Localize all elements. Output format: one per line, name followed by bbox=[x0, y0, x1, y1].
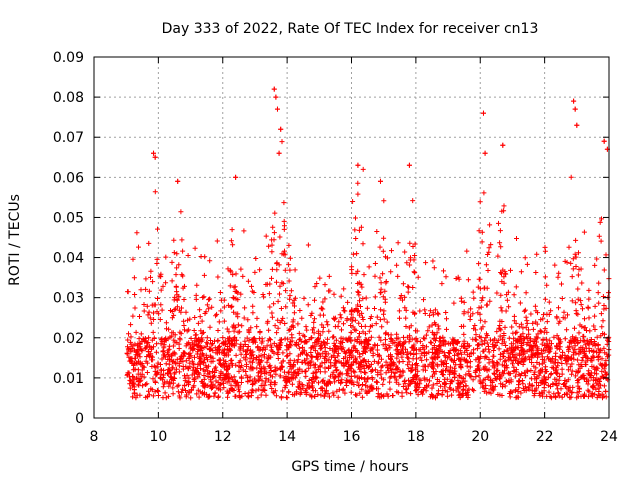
x-tick-label: 10 bbox=[149, 429, 167, 445]
roti-peak-point bbox=[572, 106, 578, 112]
roti-peak-point bbox=[274, 106, 280, 112]
roti-peak-point bbox=[151, 150, 157, 156]
y-tick-label: 0.05 bbox=[53, 210, 84, 226]
roti-peak-point bbox=[273, 94, 279, 100]
y-tick-label: 0.04 bbox=[53, 251, 84, 267]
roti-peak-point bbox=[152, 154, 158, 160]
y-axis-label: ROTI / TECUs bbox=[7, 194, 23, 286]
roti-peak-point bbox=[574, 122, 580, 128]
y-tick-label: 0.02 bbox=[53, 331, 84, 347]
roti-peak-point bbox=[377, 178, 383, 184]
roti-peak-point bbox=[278, 126, 284, 132]
roti-peak-point bbox=[175, 178, 181, 184]
x-tick-label: 8 bbox=[90, 429, 99, 445]
x-tick-label: 20 bbox=[471, 429, 489, 445]
x-tick-label: 22 bbox=[536, 429, 554, 445]
roti-peak-point bbox=[233, 174, 239, 180]
roti-peak-point bbox=[601, 138, 607, 144]
y-tick-label: 0.07 bbox=[53, 130, 84, 146]
x-tick-label: 12 bbox=[214, 429, 232, 445]
roti-peak-point bbox=[482, 150, 488, 156]
y-tick-label: 0.01 bbox=[53, 371, 84, 387]
axis-ticks bbox=[93, 56, 610, 419]
y-tick-label: 0.09 bbox=[53, 50, 84, 66]
y-tick-labels: 0 0.01 0.02 0.03 0.04 0.05 0.06 0.07 0.08 0.09 bbox=[53, 50, 84, 427]
data-points bbox=[124, 86, 612, 401]
x-tick-label: 18 bbox=[407, 429, 425, 445]
y-tick-label: 0 bbox=[75, 411, 84, 427]
roti-peak-point bbox=[276, 150, 282, 156]
roti-peak-point bbox=[480, 110, 486, 116]
y-tick-label: 0.08 bbox=[53, 90, 84, 106]
roti-peak-point bbox=[500, 142, 506, 148]
roti-peak-point bbox=[571, 98, 577, 104]
roti-peak-point bbox=[406, 162, 412, 168]
y-tick-label: 0.03 bbox=[53, 291, 84, 307]
y-tick-label: 0.06 bbox=[53, 170, 84, 186]
roti-peak-point bbox=[271, 86, 277, 92]
x-tick-label: 24 bbox=[600, 429, 618, 445]
chart-title: Day 333 of 2022, Rate Of TEC Index for r… bbox=[162, 21, 539, 37]
x-axis-label: GPS time / hours bbox=[291, 459, 408, 475]
roti-peak-point bbox=[355, 162, 361, 168]
x-tick-labels: 8 10 12 14 16 18 20 22 24 bbox=[90, 429, 618, 445]
roti-point-cloud bbox=[124, 86, 612, 401]
x-tick-label: 14 bbox=[278, 429, 296, 445]
x-tick-label: 16 bbox=[343, 429, 361, 445]
grid-lines bbox=[94, 57, 609, 418]
